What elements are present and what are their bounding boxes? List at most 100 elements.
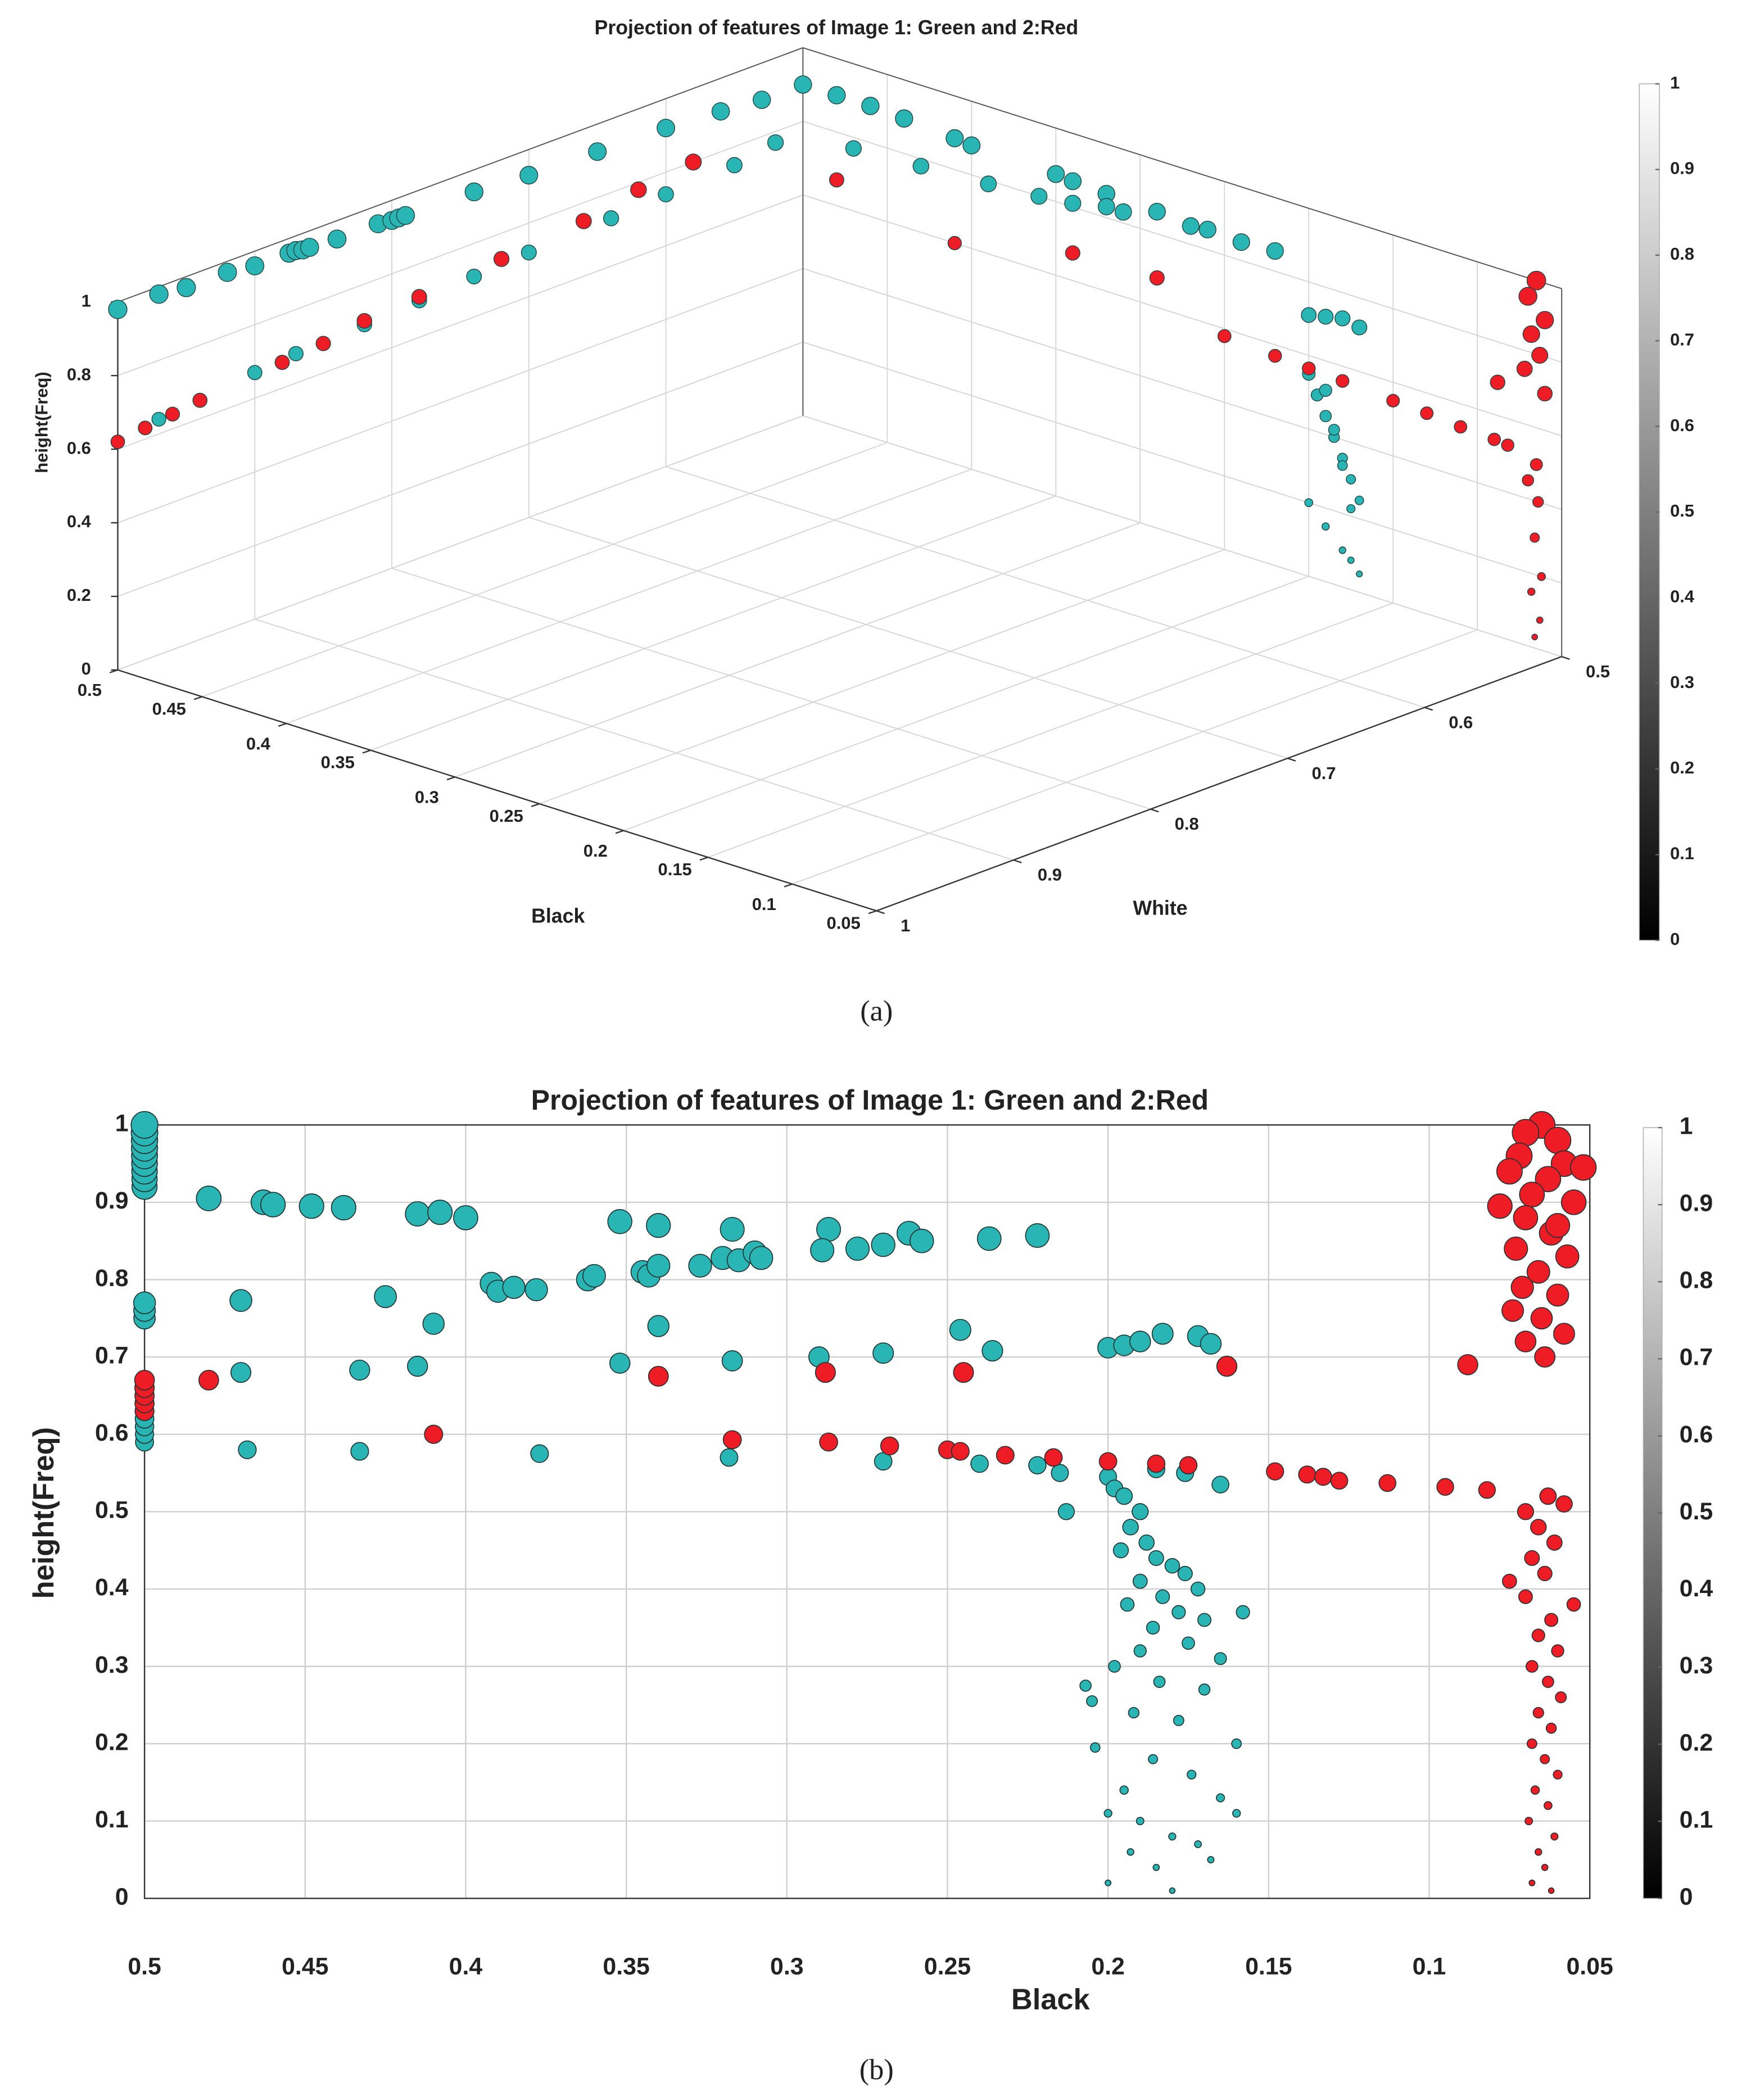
y-tick-label: 0.8 xyxy=(1175,814,1199,834)
point xyxy=(1555,1691,1567,1704)
point xyxy=(1136,1817,1145,1826)
point xyxy=(260,1192,286,1218)
point xyxy=(1526,270,1546,291)
point xyxy=(1214,1652,1227,1665)
point xyxy=(1338,546,1346,554)
point xyxy=(1164,1558,1180,1574)
point xyxy=(1378,1474,1397,1492)
point xyxy=(720,1448,739,1467)
point xyxy=(1232,233,1250,251)
point xyxy=(1501,1299,1525,1322)
point xyxy=(1268,349,1282,363)
grid-line xyxy=(803,415,1562,658)
point xyxy=(1510,1275,1534,1299)
point xyxy=(949,1319,971,1341)
point xyxy=(1530,532,1540,543)
point xyxy=(1487,1193,1513,1219)
point xyxy=(230,1362,252,1383)
y-tick-label: 0.6 xyxy=(1449,712,1473,732)
point xyxy=(1152,1863,1160,1871)
point xyxy=(1133,1644,1147,1658)
point xyxy=(1545,1213,1571,1238)
point xyxy=(1551,1644,1564,1658)
point xyxy=(1051,1464,1069,1482)
y-tick xyxy=(1287,757,1296,762)
point xyxy=(1532,1707,1544,1719)
point xyxy=(1537,572,1546,581)
point xyxy=(749,1246,773,1270)
point xyxy=(1030,188,1048,205)
point xyxy=(871,1232,895,1257)
point xyxy=(872,1342,894,1364)
point xyxy=(1537,386,1553,402)
point xyxy=(196,1185,222,1211)
x-tick xyxy=(193,696,202,700)
point xyxy=(829,172,844,188)
point xyxy=(1530,458,1543,471)
point xyxy=(810,1238,835,1262)
x-tick-label: 0.25 xyxy=(490,806,523,826)
grid-line xyxy=(707,602,1394,858)
point xyxy=(247,365,263,381)
point xyxy=(530,1444,549,1463)
point xyxy=(1168,1832,1177,1841)
point xyxy=(1504,1236,1528,1261)
point xyxy=(1337,460,1348,471)
point xyxy=(946,129,964,147)
x-tick xyxy=(699,857,708,861)
point xyxy=(1177,1565,1193,1581)
point xyxy=(1197,1613,1211,1627)
point xyxy=(1122,1519,1139,1536)
point xyxy=(1570,1154,1597,1181)
y-tick xyxy=(1561,655,1570,660)
point xyxy=(1128,1707,1139,1719)
point xyxy=(1198,220,1216,239)
point xyxy=(1566,1597,1581,1612)
z-tick-label: 1 xyxy=(82,291,91,310)
point xyxy=(1501,438,1514,452)
point xyxy=(1490,374,1505,390)
point xyxy=(1535,311,1554,329)
point xyxy=(1132,1573,1148,1589)
point xyxy=(466,268,482,284)
x-tick xyxy=(362,749,371,754)
point xyxy=(981,1340,1003,1362)
point xyxy=(198,1370,219,1391)
x-tick-label: 0.1 xyxy=(752,894,776,914)
point xyxy=(1318,309,1334,325)
box-edge xyxy=(117,47,803,303)
x-tick xyxy=(868,910,877,915)
point xyxy=(895,109,913,128)
grid-line xyxy=(455,522,1141,778)
x-tick-label: 0.2 xyxy=(583,841,608,861)
point xyxy=(274,355,290,370)
z-axis-label: height(Freq) xyxy=(31,372,51,473)
point xyxy=(1231,1738,1242,1749)
point xyxy=(1519,1182,1545,1208)
y-tick-label: 1 xyxy=(901,916,910,935)
y-tick-label: 0.9 xyxy=(95,1187,129,1214)
y-tick xyxy=(1013,859,1022,863)
point xyxy=(1518,287,1537,306)
point xyxy=(1516,360,1533,377)
point xyxy=(1190,1581,1206,1597)
colorbar-tick-label: 0.9 xyxy=(1680,1190,1713,1217)
y-tick-label: 0.4 xyxy=(95,1574,129,1601)
point xyxy=(1544,1126,1572,1155)
grid-line xyxy=(254,618,1014,861)
point xyxy=(218,262,237,282)
z-tick-label: 0.6 xyxy=(67,438,91,458)
grid-line xyxy=(791,629,1478,885)
colorbar-tick-label: 0.9 xyxy=(1670,159,1694,178)
grid-line xyxy=(117,268,803,523)
point xyxy=(350,1442,369,1461)
point xyxy=(1314,1468,1332,1486)
point xyxy=(1526,1260,1550,1284)
colorbar-tick-label: 0.3 xyxy=(1670,672,1694,692)
colorbar-tick-label: 0.2 xyxy=(1680,1729,1713,1756)
point xyxy=(1153,1676,1166,1688)
z-tick-label: 0 xyxy=(82,659,91,678)
point xyxy=(1356,571,1363,578)
point xyxy=(396,206,415,225)
